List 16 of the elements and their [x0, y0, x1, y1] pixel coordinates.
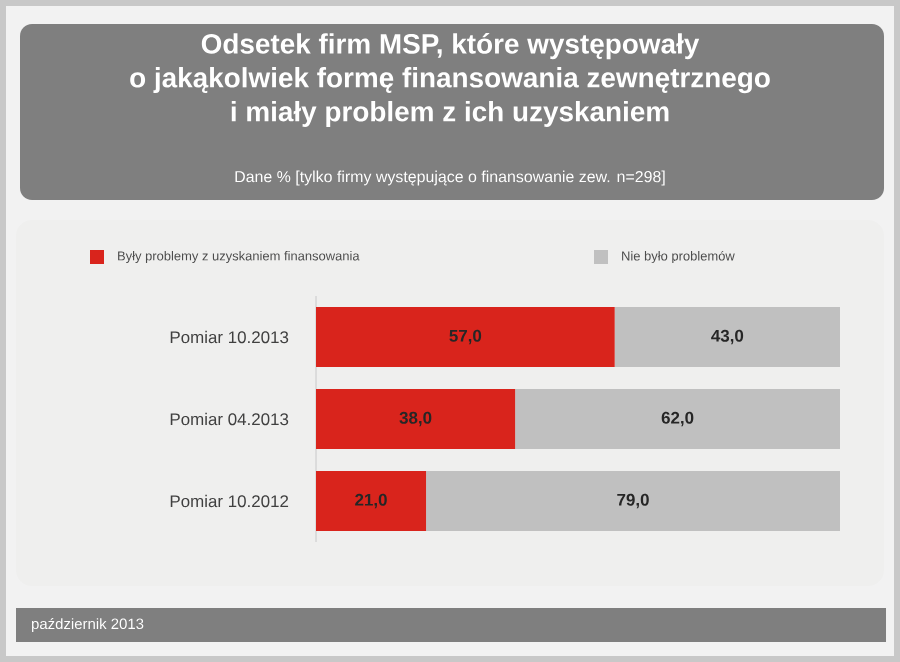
data-label: 62,0: [661, 411, 694, 427]
data-label: 79,0: [617, 493, 649, 509]
bar: [426, 471, 841, 532]
data-label: 38,0: [399, 411, 432, 427]
data-label: 21,0: [355, 493, 387, 509]
bar: [316, 389, 516, 450]
bar: [316, 471, 427, 532]
y-tick-label: Pomiar 04.2013: [170, 412, 289, 426]
y-tick-label: Pomiar 10.2013: [170, 330, 289, 344]
chart-title: Odsetek firm MSP, które występowały o jakąkolwiek formę finansowania zewnętrznego i miały problem z ich uzyskaniem: [130, 32, 770, 127]
data-label: 57,0: [449, 329, 482, 345]
bar: [614, 307, 841, 368]
y-tick-label: Pomiar 10.2012: [170, 494, 289, 508]
bar: [316, 307, 615, 368]
data-label: 43,0: [711, 329, 744, 345]
bar: [515, 389, 841, 450]
